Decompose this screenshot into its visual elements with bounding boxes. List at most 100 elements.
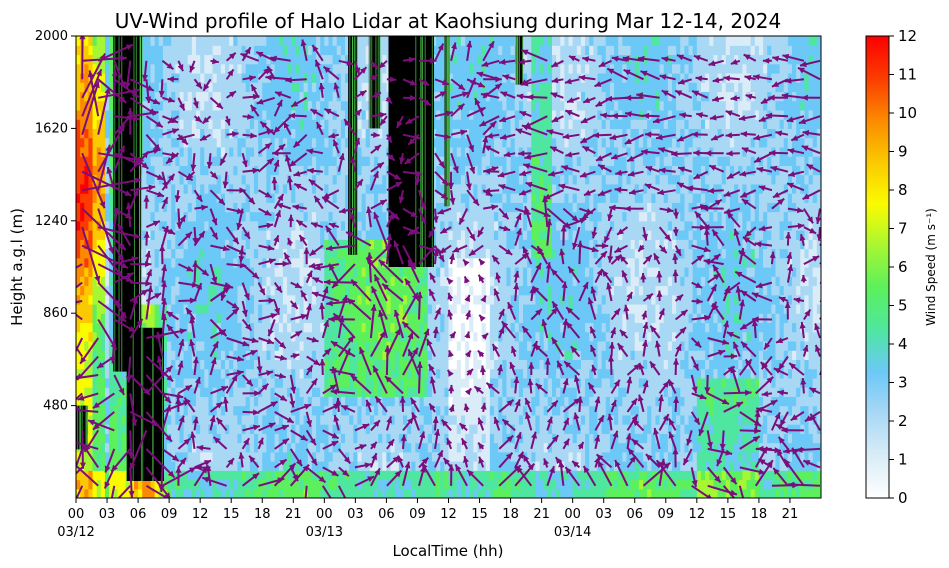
heatmap-cell	[225, 109, 230, 120]
heatmap-cell	[382, 239, 388, 250]
heatmap-cell	[402, 313, 408, 324]
heatmap-cell	[262, 82, 267, 93]
heatmap-cell	[444, 414, 450, 425]
heatmap-cell	[287, 267, 292, 277]
heatmap-cell	[262, 377, 267, 388]
heatmap-cell	[80, 322, 85, 333]
heatmap-cell	[353, 405, 359, 416]
heatmap-cell	[473, 156, 479, 166]
heatmap-cell	[92, 322, 98, 333]
heatmap-cell	[253, 433, 259, 444]
heatmap-cell	[332, 331, 338, 342]
heatmap-cell	[179, 156, 185, 166]
heatmap-cell	[316, 405, 321, 416]
heatmap-cell	[365, 128, 371, 139]
heatmap-cell	[411, 479, 416, 490]
heatmap-cell	[262, 183, 267, 194]
heatmap-cell	[469, 257, 474, 268]
heatmap-cell	[253, 119, 259, 129]
heatmap-cell	[299, 45, 305, 56]
heatmap-cell	[233, 350, 239, 360]
heatmap-cell	[336, 63, 342, 74]
heatmap-cell	[287, 220, 292, 231]
heatmap-cell	[154, 36, 160, 46]
heatmap-cell	[113, 442, 118, 453]
heatmap-cell	[109, 479, 114, 490]
heatmap-cell	[465, 72, 470, 83]
heatmap-cell	[452, 54, 458, 65]
heatmap-cell	[345, 451, 350, 462]
heatmap-cell	[88, 276, 94, 287]
heatmap-cell	[340, 396, 346, 407]
heatmap-cell	[328, 72, 334, 83]
heatmap-cell	[402, 479, 408, 490]
heatmap-cell	[320, 405, 325, 416]
heatmap-cell	[452, 313, 458, 324]
heatmap-cell	[485, 350, 491, 360]
heatmap-cell	[278, 267, 284, 277]
heatmap-cell	[220, 72, 226, 83]
heatmap-cell	[80, 156, 85, 166]
heatmap-cell	[303, 451, 309, 462]
heatmap-cell	[386, 470, 392, 481]
heatmap-cell	[171, 45, 176, 56]
heatmap-cell	[320, 442, 325, 453]
heatmap-cell	[431, 470, 437, 481]
heatmap-cell	[150, 91, 156, 102]
heatmap-cell	[448, 239, 454, 250]
heatmap-cell	[100, 285, 106, 296]
heatmap-cell	[374, 387, 379, 397]
heatmap-cell	[162, 322, 168, 333]
heatmap-cell	[175, 461, 181, 471]
heatmap-cell	[407, 488, 412, 498]
heatmap-cell	[196, 303, 201, 314]
heatmap-cell	[84, 248, 90, 259]
heatmap-cell	[278, 91, 284, 102]
heatmap-cell	[345, 239, 350, 250]
heatmap-cell	[76, 100, 81, 111]
heatmap-cell	[154, 303, 160, 314]
heatmap-cell	[158, 294, 164, 305]
heatmap-cell	[249, 303, 255, 314]
heatmap-cell	[196, 36, 201, 46]
heatmap-cell	[316, 82, 321, 93]
heatmap-cell	[411, 461, 416, 471]
heatmap-cell	[295, 63, 301, 74]
heatmap-cell	[96, 479, 102, 490]
heatmap-cell	[212, 82, 218, 93]
heatmap-cell	[398, 340, 404, 351]
heatmap-cell	[303, 45, 309, 56]
heatmap-cell	[167, 119, 172, 129]
heatmap-cell	[299, 322, 305, 333]
heatmap-cell	[295, 285, 301, 296]
heatmap-cell	[440, 350, 445, 360]
heatmap-cell	[440, 424, 445, 434]
heatmap-cell	[336, 294, 342, 305]
heatmap-cell	[162, 377, 168, 388]
heatmap-cell	[225, 220, 230, 231]
heatmap-cell	[378, 54, 383, 65]
heatmap-cell	[295, 146, 301, 157]
heatmap-cell	[411, 405, 416, 416]
heatmap-cell	[477, 267, 483, 277]
heatmap-cell	[311, 193, 317, 203]
heatmap-cell	[481, 100, 487, 111]
heatmap-cell	[328, 350, 334, 360]
heatmap-cell	[88, 488, 94, 498]
heatmap-cell	[365, 424, 371, 434]
heatmap-cell	[220, 193, 226, 203]
heatmap-cell	[208, 248, 214, 259]
heatmap-cell	[179, 211, 185, 222]
heatmap-cell	[299, 340, 305, 351]
heatmap-cell	[378, 276, 383, 287]
heatmap-cell	[336, 220, 342, 231]
heatmap-cell	[357, 239, 363, 250]
heatmap-cell	[407, 377, 412, 388]
heatmap-cell	[171, 424, 176, 434]
heatmap-cell	[307, 267, 313, 277]
heatmap-cell	[320, 119, 325, 129]
heatmap-cell	[423, 350, 429, 360]
heatmap-cell	[84, 109, 90, 120]
heatmap-cell	[270, 396, 276, 407]
heatmap-cell	[245, 248, 251, 259]
